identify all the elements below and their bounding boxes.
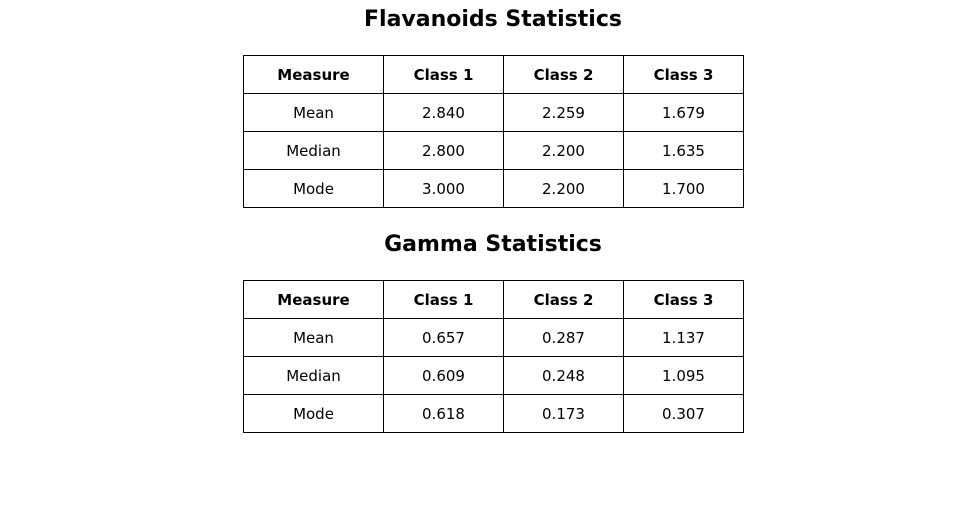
table-row: Mode 0.618 0.173 0.307 <box>243 394 744 433</box>
table-cell: 0.248 <box>503 356 624 395</box>
flavanoids-statistics-table: Measure Class 1 Class 2 Class 3 Mean 2.8… <box>243 55 744 208</box>
table-cell: 1.635 <box>623 131 744 170</box>
table-row: Median 2.800 2.200 1.635 <box>243 131 744 170</box>
table-cell: 0.287 <box>503 318 624 357</box>
column-header: Class 2 <box>503 280 624 319</box>
column-header: Class 3 <box>623 55 744 94</box>
table-cell: 2.800 <box>383 131 504 170</box>
table-row: Mean 0.657 0.287 1.137 <box>243 318 744 357</box>
row-label: Mode <box>243 169 384 208</box>
table-cell: 3.000 <box>383 169 504 208</box>
table-cell: 0.618 <box>383 394 504 433</box>
table-header-row: Measure Class 1 Class 2 Class 3 <box>243 55 744 94</box>
column-header: Class 1 <box>383 55 504 94</box>
table-cell: 0.173 <box>503 394 624 433</box>
flavanoids-title: Flavanoids Statistics <box>364 7 622 32</box>
gamma-statistics-table: Measure Class 1 Class 2 Class 3 Mean 0.6… <box>243 280 744 433</box>
table-cell: 1.679 <box>623 93 744 132</box>
column-header: Class 1 <box>383 280 504 319</box>
table-cell: 0.609 <box>383 356 504 395</box>
table-cell: 2.259 <box>503 93 624 132</box>
column-header: Measure <box>243 55 384 94</box>
row-label: Median <box>243 356 384 395</box>
table-cell: 2.200 <box>503 169 624 208</box>
table-cell: 0.307 <box>623 394 744 433</box>
column-header: Class 3 <box>623 280 744 319</box>
table-row: Mean 2.840 2.259 1.679 <box>243 93 744 132</box>
table-cell: 0.657 <box>383 318 504 357</box>
gamma-title: Gamma Statistics <box>384 232 602 257</box>
table-row: Mode 3.000 2.200 1.700 <box>243 169 744 208</box>
column-header: Class 2 <box>503 55 624 94</box>
row-label: Median <box>243 131 384 170</box>
table-cell: 2.200 <box>503 131 624 170</box>
table-cell: 1.137 <box>623 318 744 357</box>
row-label: Mode <box>243 394 384 433</box>
row-label: Mean <box>243 93 384 132</box>
table-cell: 1.095 <box>623 356 744 395</box>
table-header-row: Measure Class 1 Class 2 Class 3 <box>243 280 744 319</box>
table-cell: 1.700 <box>623 169 744 208</box>
row-label: Mean <box>243 318 384 357</box>
column-header: Measure <box>243 280 384 319</box>
table-cell: 2.840 <box>383 93 504 132</box>
table-row: Median 0.609 0.248 1.095 <box>243 356 744 395</box>
